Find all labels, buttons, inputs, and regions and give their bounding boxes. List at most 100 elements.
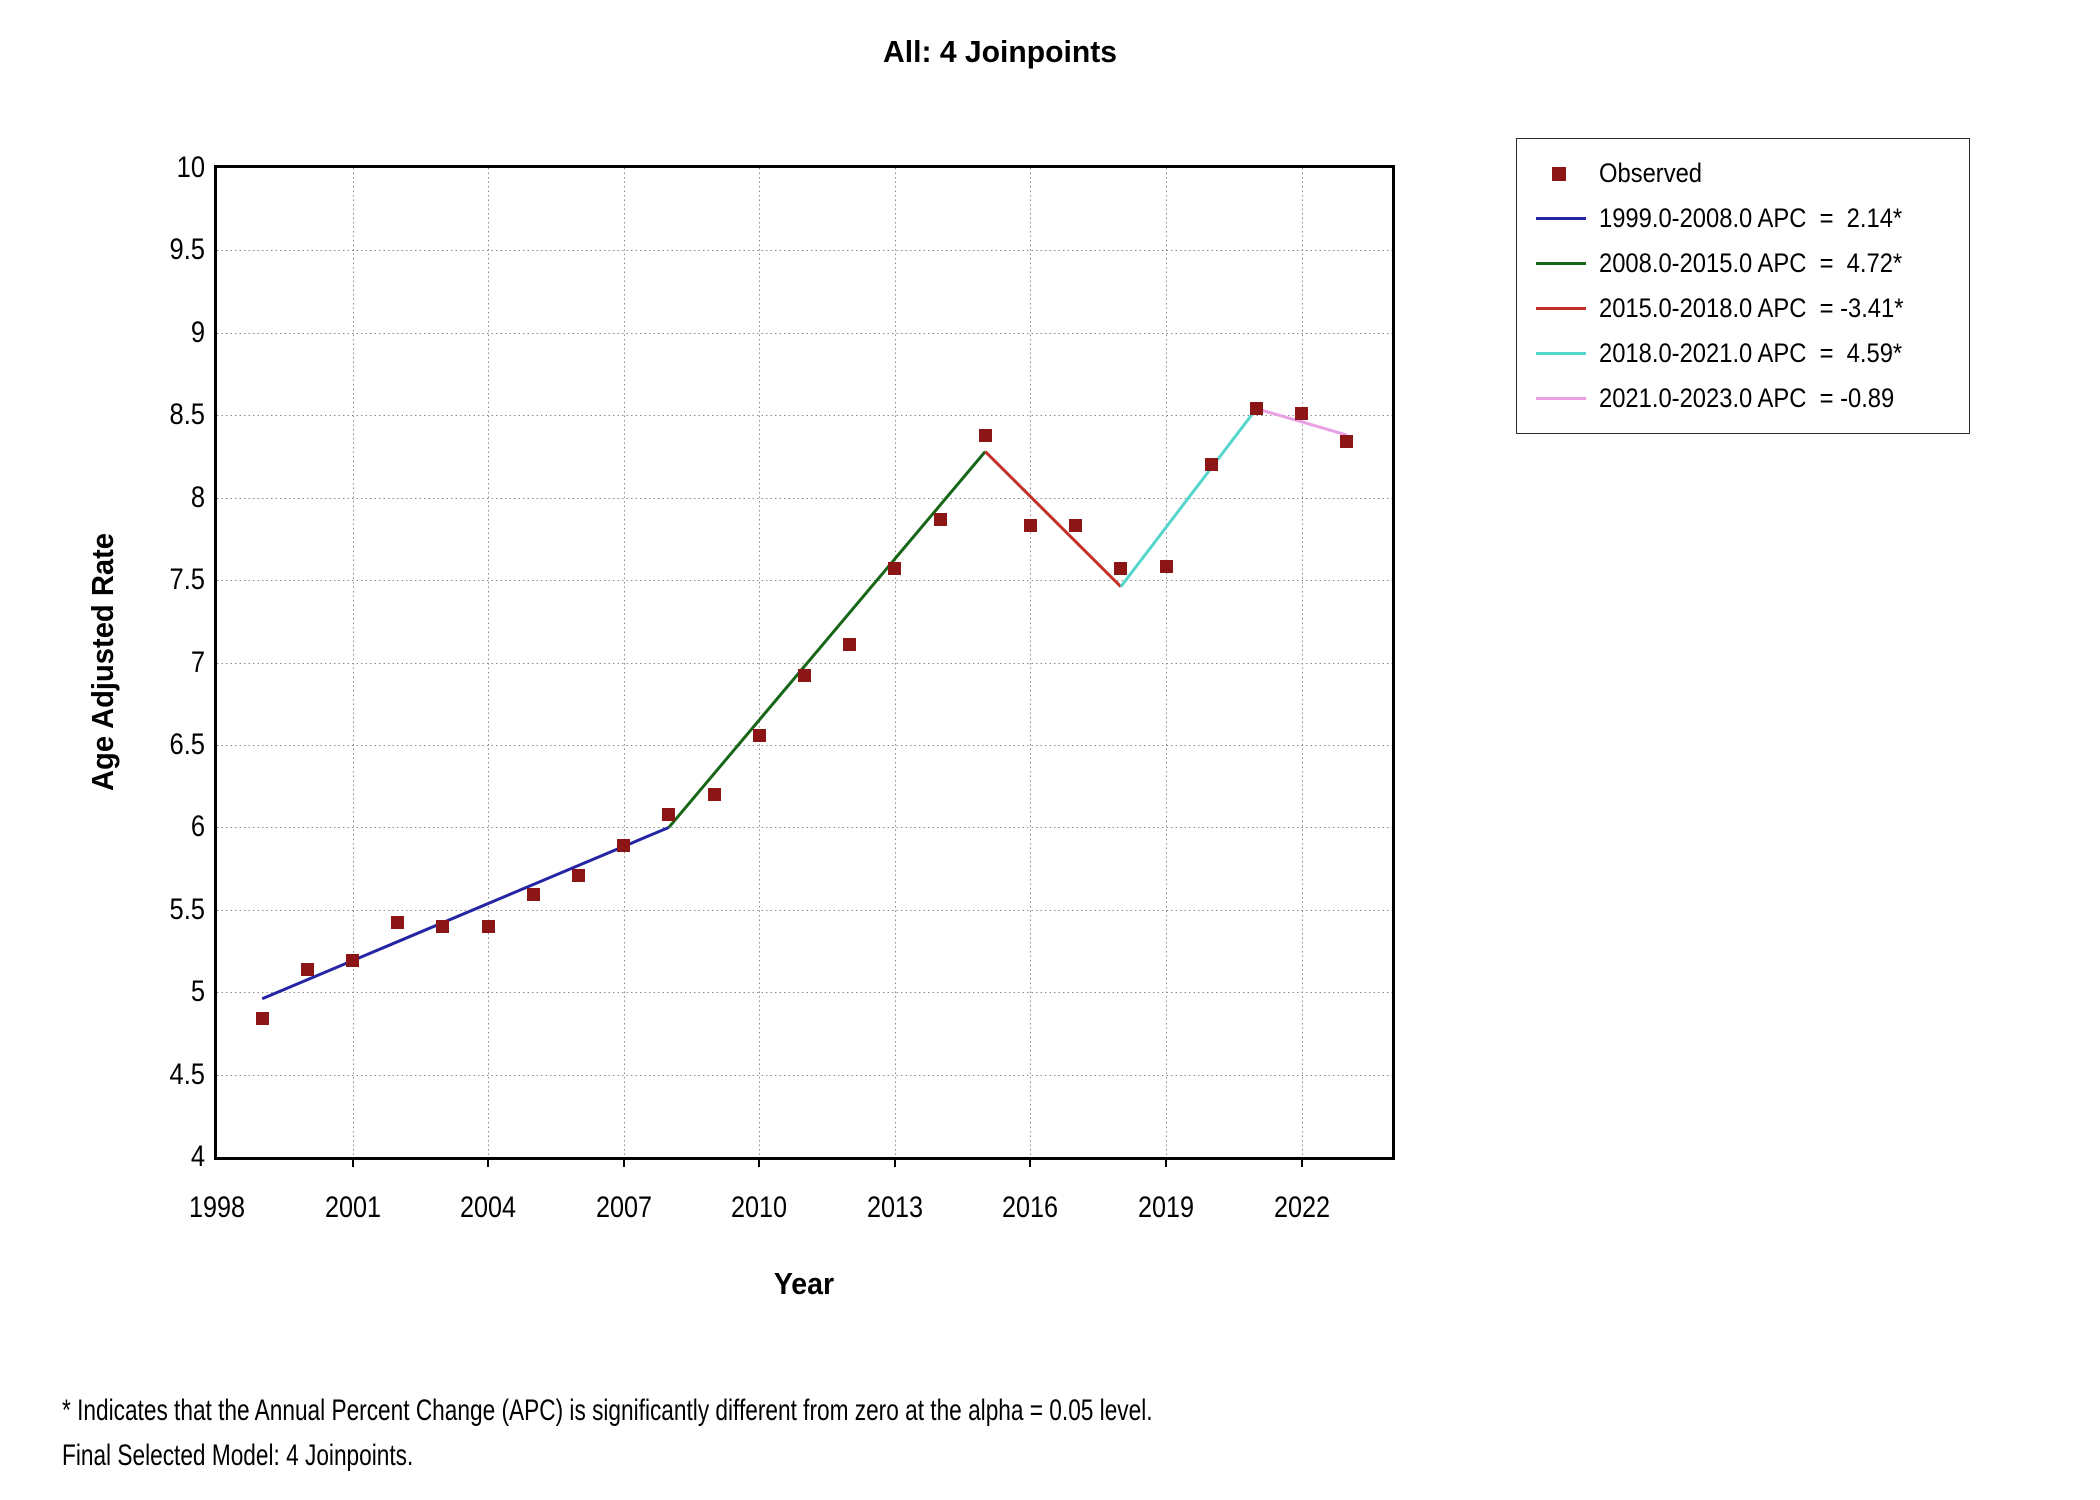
- observed-point: [752, 728, 766, 742]
- y-tick-label: 5: [190, 975, 205, 1009]
- footnote-significance-note: * Indicates that the Annual Percent Chan…: [62, 1394, 1153, 1427]
- observed-point: [1114, 562, 1128, 576]
- y-tick-label: 6: [190, 810, 205, 844]
- regression-segments-layer: [261, 407, 1348, 1001]
- x-tick-label: 2007: [595, 1191, 652, 1224]
- observed-marker-swatch: [1517, 151, 1599, 196]
- v-gridline: [1301, 168, 1303, 1157]
- x-tick-mark: [622, 1158, 625, 1167]
- x-tick-mark: [487, 1158, 490, 1167]
- h-gridline: [217, 662, 1392, 664]
- x-tick-label: 2010: [731, 1191, 788, 1224]
- legend-row-observed: Observed: [1517, 151, 1969, 196]
- observed-point: [933, 512, 947, 526]
- observed-point: [255, 1012, 269, 1026]
- legend-row-segment: 2008.0-2015.0 APC = 4.72*: [1517, 241, 1969, 286]
- observed-square-icon: [1552, 166, 1566, 181]
- x-tick-mark: [758, 1158, 761, 1167]
- x-tick-label: 2022: [1273, 1191, 1330, 1224]
- y-tick-label: 6.5: [169, 727, 205, 761]
- observed-point: [843, 637, 857, 651]
- observed-point: [526, 888, 540, 902]
- segment-line-swatch: [1517, 196, 1599, 241]
- h-gridline: [217, 332, 1392, 334]
- v-gridline: [759, 168, 761, 1157]
- h-gridline: [217, 580, 1392, 582]
- x-tick-label: 1998: [188, 1191, 246, 1224]
- apc-segment-line: [1119, 407, 1258, 588]
- observed-point: [1159, 560, 1173, 574]
- apc-segment-line: [984, 450, 1122, 588]
- legend-row-segment: 1999.0-2008.0 APC = 2.14*: [1517, 196, 1969, 241]
- observed-point: [662, 807, 676, 821]
- y-tick-label: 8: [190, 480, 205, 514]
- observed-point: [346, 954, 360, 968]
- x-tick-label: 2016: [1002, 1191, 1059, 1224]
- v-gridline: [623, 168, 625, 1157]
- y-tick-label: 8.5: [169, 398, 205, 432]
- footnote: * Indicates that the Annual Percent Chan…: [62, 1388, 1153, 1478]
- v-gridline: [488, 168, 490, 1157]
- segment-line-icon: [1536, 217, 1586, 220]
- h-gridline: [217, 497, 1392, 499]
- x-tick-mark: [1029, 1158, 1032, 1167]
- y-tick-label: 4.5: [169, 1057, 205, 1091]
- legend-row-segment: 2015.0-2018.0 APC = -3.41*: [1517, 286, 1969, 331]
- observed-point: [1069, 519, 1083, 533]
- apc-segment-line: [261, 825, 670, 1001]
- legend-box: Observed 1999.0-2008.0 APC = 2.14* 2008.0-…: [1516, 138, 1970, 434]
- legend-segment-label: 2021.0-2023.0 APC = -0.89: [1599, 383, 1895, 413]
- x-tick-mark: [1165, 1158, 1168, 1167]
- x-tick-mark: [351, 1158, 354, 1167]
- x-tick-mark: [893, 1158, 896, 1167]
- segment-line-swatch: [1517, 241, 1599, 286]
- segment-line-icon: [1536, 397, 1586, 400]
- observed-point: [300, 962, 314, 976]
- x-axis-title: Year: [773, 1266, 835, 1301]
- segment-line-swatch: [1517, 286, 1599, 331]
- v-gridline: [1030, 168, 1032, 1157]
- segment-line-icon: [1536, 307, 1586, 310]
- plot-area: [214, 165, 1395, 1160]
- observed-point: [1295, 407, 1309, 421]
- observed-point: [481, 919, 495, 933]
- segment-line-icon: [1536, 262, 1586, 265]
- y-tick-label: 4: [190, 1140, 205, 1173]
- apc-segment-line: [1256, 407, 1348, 437]
- x-tick-mark: [1300, 1158, 1303, 1167]
- h-gridline: [217, 744, 1392, 746]
- observed-point: [617, 838, 631, 852]
- h-gridline: [217, 250, 1392, 252]
- apc-segment-line: [667, 450, 987, 829]
- legend-segment-label: 1999.0-2008.0 APC = 2.14*: [1599, 203, 1903, 233]
- x-tick-label: 2001: [324, 1191, 381, 1224]
- segment-line-swatch: [1517, 331, 1599, 376]
- y-tick-label: 9.5: [169, 233, 205, 267]
- segment-line-swatch: [1517, 376, 1599, 421]
- legend-row-segment: 2018.0-2021.0 APC = 4.59*: [1517, 331, 1969, 376]
- legend-segment-label: 2015.0-2018.0 APC = -3.41*: [1599, 293, 1904, 323]
- h-gridline: [217, 992, 1392, 994]
- h-gridline: [217, 415, 1392, 417]
- x-tick-label: 2013: [866, 1191, 923, 1224]
- observed-point: [572, 868, 586, 882]
- v-gridline: [1166, 168, 1168, 1157]
- observed-point: [978, 428, 992, 442]
- x-tick-label: 2019: [1137, 1191, 1195, 1224]
- observed-point: [391, 916, 405, 930]
- h-gridline: [217, 1074, 1392, 1076]
- observed-point: [1023, 519, 1037, 533]
- legend-observed-label: Observed: [1599, 158, 1703, 188]
- observed-point: [888, 562, 902, 576]
- chart-title: All: 4 Joinpoints: [883, 34, 1117, 69]
- observed-point: [798, 669, 811, 683]
- observed-point: [1340, 435, 1354, 449]
- observed-point: [707, 787, 721, 801]
- footnote-model-note: Final Selected Model: 4 Joinpoints.: [62, 1439, 414, 1472]
- y-tick-label: 7: [190, 645, 205, 679]
- v-gridline: [352, 168, 354, 1157]
- legend-segment-label: 2018.0-2021.0 APC = 4.59*: [1599, 338, 1903, 368]
- legend-row-segment: 2021.0-2023.0 APC = -0.89: [1517, 376, 1969, 421]
- y-tick-label: 7.5: [169, 563, 205, 597]
